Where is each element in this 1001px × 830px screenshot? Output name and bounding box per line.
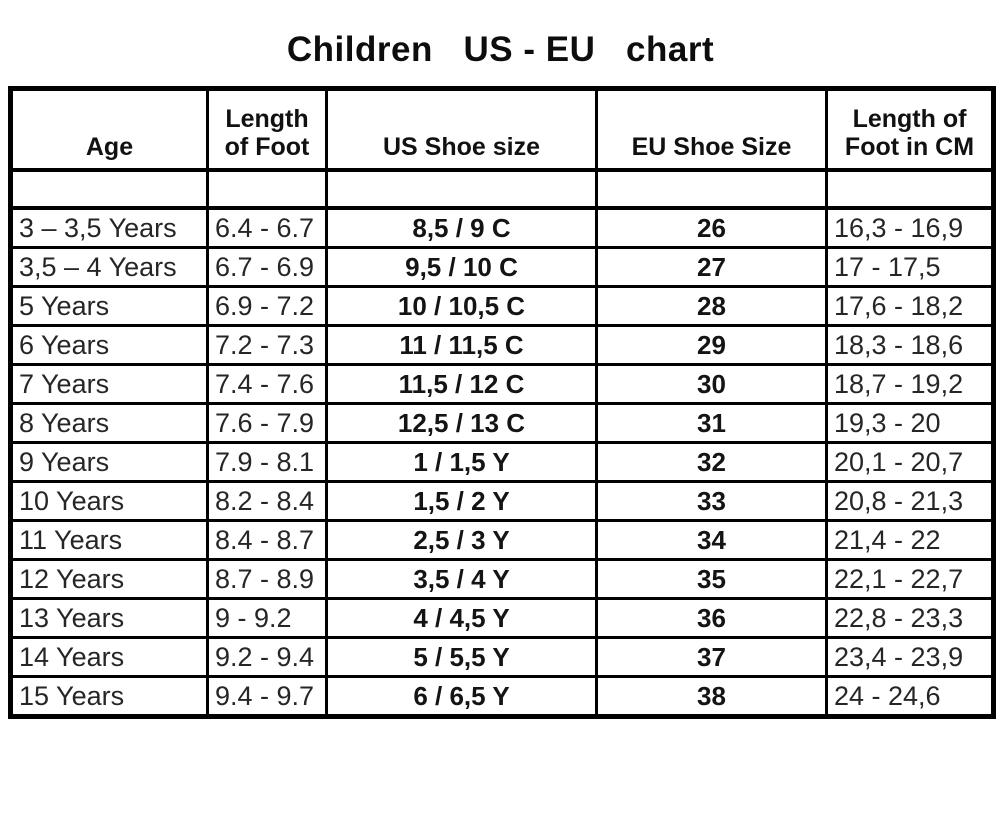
- table-row: 8 Years 7.6 - 7.9 12,5 / 13 C 31 19,3 - …: [9, 402, 995, 444]
- foot-length-cm-cell: 19,3 - 20: [825, 402, 995, 444]
- age-cell: 3,5 – 4 Years: [9, 246, 209, 288]
- us-size-cell: 8,5 / 9 C: [325, 206, 598, 249]
- spacer-row: [9, 168, 995, 210]
- table-row: 9 Years 7.9 - 8.1 1 / 1,5 Y 32 20,1 - 20…: [9, 441, 995, 483]
- foot-length-cm-cell: 20,8 - 21,3: [825, 480, 995, 522]
- eu-size-cell: 26: [595, 206, 828, 249]
- age-cell: 11 Years: [9, 519, 209, 561]
- column-header-age: Age: [9, 87, 209, 172]
- eu-size-cell: 31: [595, 402, 828, 444]
- us-size-cell: 2,5 / 3 Y: [325, 519, 598, 561]
- foot-length-cell: 8.7 - 8.9: [206, 558, 328, 600]
- us-size-cell: 3,5 / 4 Y: [325, 558, 598, 600]
- eu-size-cell: 29: [595, 324, 828, 366]
- eu-size-cell: 38: [595, 675, 828, 718]
- foot-length-cell: 7.6 - 7.9: [206, 402, 328, 444]
- foot-length-cm-cell: 22,8 - 23,3: [825, 597, 995, 639]
- foot-length-cell: 6.7 - 6.9: [206, 246, 328, 288]
- table-row: 5 Years 6.9 - 7.2 10 / 10,5 C 28 17,6 - …: [9, 285, 995, 327]
- foot-length-cm-cell: 22,1 - 22,7: [825, 558, 995, 600]
- foot-length-cell: 8.2 - 8.4: [206, 480, 328, 522]
- foot-length-cell: 7.4 - 7.6: [206, 363, 328, 405]
- age-cell: 13 Years: [9, 597, 209, 639]
- age-cell: 14 Years: [9, 636, 209, 678]
- eu-size-cell: 30: [595, 363, 828, 405]
- foot-length-cm-cell: 17 - 17,5: [825, 246, 995, 288]
- foot-length-cm-cell: 16,3 - 16,9: [825, 206, 995, 249]
- us-size-cell: 9,5 / 10 C: [325, 246, 598, 288]
- spacer-cell: [9, 168, 209, 210]
- foot-length-cell: 9.2 - 9.4: [206, 636, 328, 678]
- column-header-length-of-foot: Length of Foot: [206, 87, 328, 172]
- table-row: 13 Years 9 - 9.2 4 / 4,5 Y 36 22,8 - 23,…: [9, 597, 995, 639]
- foot-length-cell: 7.9 - 8.1: [206, 441, 328, 483]
- foot-length-cm-cell: 17,6 - 18,2: [825, 285, 995, 327]
- age-cell: 7 Years: [9, 363, 209, 405]
- us-size-cell: 4 / 4,5 Y: [325, 597, 598, 639]
- us-size-cell: 1 / 1,5 Y: [325, 441, 598, 483]
- table-row: 15 Years 9.4 - 9.7 6 / 6,5 Y 38 24 - 24,…: [9, 675, 995, 718]
- column-header-us-shoe-size: US Shoe size: [325, 87, 598, 172]
- eu-size-cell: 32: [595, 441, 828, 483]
- foot-length-cm-cell: 23,4 - 23,9: [825, 636, 995, 678]
- age-cell: 9 Years: [9, 441, 209, 483]
- foot-length-cell: 9 - 9.2: [206, 597, 328, 639]
- eu-size-cell: 33: [595, 480, 828, 522]
- foot-length-cm-cell: 18,7 - 19,2: [825, 363, 995, 405]
- spacer-cell: [206, 168, 328, 210]
- page-title: Children US - EU chart: [286, 30, 715, 69]
- foot-length-cm-cell: 21,4 - 22: [825, 519, 995, 561]
- us-size-cell: 10 / 10,5 C: [325, 285, 598, 327]
- table-row: 3,5 – 4 Years 6.7 - 6.9 9,5 / 10 C 27 17…: [9, 246, 995, 288]
- us-size-cell: 12,5 / 13 C: [325, 402, 598, 444]
- foot-length-cm-cell: 24 - 24,6: [825, 675, 995, 718]
- table-row: 14 Years 9.2 - 9.4 5 / 5,5 Y 37 23,4 - 2…: [9, 636, 995, 678]
- age-cell: 6 Years: [9, 324, 209, 366]
- eu-size-cell: 28: [595, 285, 828, 327]
- eu-size-cell: 34: [595, 519, 828, 561]
- table-row: 6 Years 7.2 - 7.3 11 / 11,5 C 29 18,3 - …: [9, 324, 995, 366]
- foot-length-cell: 6.9 - 7.2: [206, 285, 328, 327]
- age-cell: 12 Years: [9, 558, 209, 600]
- table-row: 12 Years 8.7 - 8.9 3,5 / 4 Y 35 22,1 - 2…: [9, 558, 995, 600]
- spacer-cell: [325, 168, 598, 210]
- us-size-cell: 1,5 / 2 Y: [325, 480, 598, 522]
- table-row: 3 – 3,5 Years 6.4 - 6.7 8,5 / 9 C 26 16,…: [9, 206, 995, 249]
- us-size-cell: 11,5 / 12 C: [325, 363, 598, 405]
- foot-length-cell: 7.2 - 7.3: [206, 324, 328, 366]
- foot-length-cm-cell: 18,3 - 18,6: [825, 324, 995, 366]
- us-size-cell: 5 / 5,5 Y: [325, 636, 598, 678]
- foot-length-cell: 8.4 - 8.7: [206, 519, 328, 561]
- us-size-cell: 6 / 6,5 Y: [325, 675, 598, 718]
- eu-size-cell: 36: [595, 597, 828, 639]
- table-row: 11 Years 8.4 - 8.7 2,5 / 3 Y 34 21,4 - 2…: [9, 519, 995, 561]
- spacer-cell: [825, 168, 995, 210]
- age-cell: 8 Years: [9, 402, 209, 444]
- header-row: Age Length of Foot US Shoe size EU Shoe …: [9, 87, 995, 172]
- table-row: 7 Years 7.4 - 7.6 11,5 / 12 C 30 18,7 - …: [9, 363, 995, 405]
- age-cell: 10 Years: [9, 480, 209, 522]
- column-header-eu-shoe-size: EU Shoe Size: [595, 87, 828, 172]
- age-cell: 5 Years: [9, 285, 209, 327]
- eu-size-cell: 37: [595, 636, 828, 678]
- foot-length-cell: 6.4 - 6.7: [206, 206, 328, 249]
- table-row: 10 Years 8.2 - 8.4 1,5 / 2 Y 33 20,8 - 2…: [9, 480, 995, 522]
- age-cell: 15 Years: [9, 675, 209, 718]
- eu-size-cell: 35: [595, 558, 828, 600]
- size-chart-table: Age Length of Foot US Shoe size EU Shoe …: [8, 86, 996, 719]
- spacer-cell: [595, 168, 828, 210]
- foot-length-cell: 9.4 - 9.7: [206, 675, 328, 718]
- us-size-cell: 11 / 11,5 C: [325, 324, 598, 366]
- foot-length-cm-cell: 20,1 - 20,7: [825, 441, 995, 483]
- column-header-length-of-foot-cm: Length of Foot in CM: [825, 87, 995, 172]
- age-cell: 3 – 3,5 Years: [9, 206, 209, 249]
- eu-size-cell: 27: [595, 246, 828, 288]
